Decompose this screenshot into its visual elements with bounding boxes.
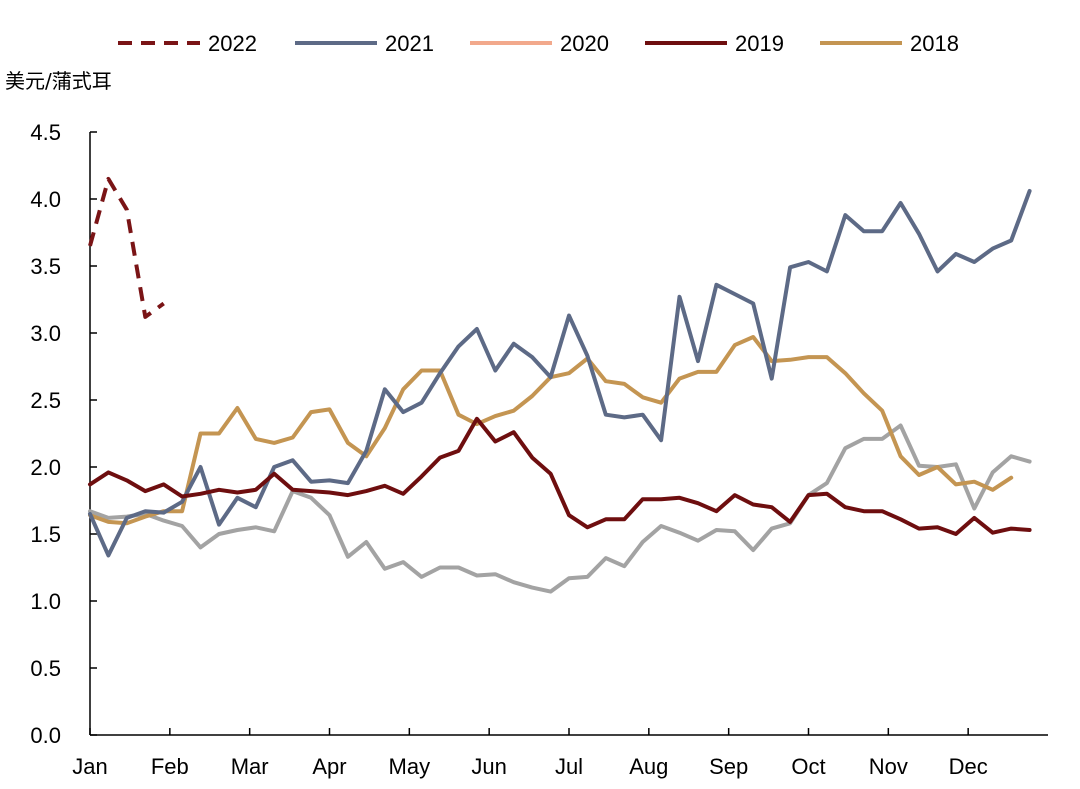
x-tick-label: Nov <box>869 754 908 779</box>
y-tick-label: 4.5 <box>30 120 61 145</box>
legend-label-2018: 2018 <box>910 31 959 56</box>
legend-label-2021: 2021 <box>385 31 434 56</box>
plot-area <box>88 176 1032 594</box>
legend-label-2019: 2019 <box>735 31 784 56</box>
series-line-2020 <box>88 423 1032 594</box>
x-tick-label: Jul <box>555 754 583 779</box>
y-axis: 0.0 0.5 1.0 1.5 2.0 2.5 3.0 3.5 4.0 4.5 <box>30 120 97 748</box>
legend: 2022 2021 2020 2019 2018 <box>118 31 959 56</box>
y-tick-label: 1.0 <box>30 589 61 614</box>
series-line-2022 <box>88 176 165 319</box>
series-line-2018 <box>88 335 1014 526</box>
y-tick-label: 0.0 <box>30 723 61 748</box>
legend-label-2020: 2020 <box>560 31 609 56</box>
y-tick-label: 2.0 <box>30 455 61 480</box>
series-line-2019 <box>88 416 1032 536</box>
y-tick-label: 0.5 <box>30 656 61 681</box>
y-tick-label: 3.5 <box>30 254 61 279</box>
y-axis-label: 美元/蒲式耳 <box>5 69 112 93</box>
y-tick-label: 1.5 <box>30 522 61 547</box>
x-tick-label: Apr <box>312 754 346 779</box>
y-tick-label: 3.0 <box>30 321 61 346</box>
y-tick-label: 4.0 <box>30 187 61 212</box>
y-tick-label: 2.5 <box>30 388 61 413</box>
x-tick-label: Aug <box>629 754 668 779</box>
x-tick-label: Mar <box>231 754 269 779</box>
series-line-2021 <box>88 189 1032 558</box>
x-tick-label: Jan <box>72 754 107 779</box>
legend-label-2022: 2022 <box>208 31 257 56</box>
x-tick-label: Sep <box>709 754 748 779</box>
x-tick-label: Feb <box>151 754 189 779</box>
x-tick-label: Oct <box>791 754 825 779</box>
x-axis: Jan Feb Mar Apr May Jun Jul Aug Sep Oct Nov Dec <box>72 728 1048 779</box>
x-tick-label: May <box>389 754 431 779</box>
x-tick-label: Dec <box>949 754 988 779</box>
x-tick-label: Jun <box>471 754 506 779</box>
